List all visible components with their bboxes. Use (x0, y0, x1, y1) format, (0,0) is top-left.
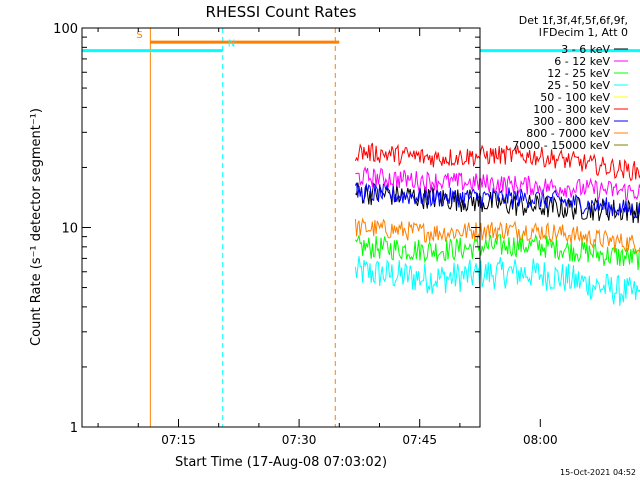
legend-entry-label: 12 - 25 keV (547, 67, 610, 80)
series-line-800-7000keV (354, 217, 640, 255)
legend-entry-label: 100 - 300 keV (533, 103, 610, 116)
legend-entry-label: 6 - 12 keV (554, 55, 610, 68)
state-bar-label-1: N (228, 39, 235, 50)
y-tick-label: 10 (61, 222, 78, 237)
y-tick-label: 100 (53, 22, 78, 37)
series-line-6-12keV (355, 166, 640, 202)
data-layer (354, 142, 640, 306)
legend-entry-label: 25 - 50 keV (547, 79, 610, 92)
y-axis-label: Count Rate (s⁻¹ detector segment⁻¹) (29, 108, 44, 346)
legend-entry-label: 50 - 100 keV (540, 91, 610, 104)
legend-entry-label: 800 - 7000 keV (526, 127, 610, 140)
legend: Det 1f,3f,4f,5f,6f,9f,FDecim 1, Att 0 3 -… (512, 14, 628, 152)
x-axis-label: Start Time (17-Aug-08 07:03:02) (175, 455, 387, 470)
timestamp: 15-Oct-2021 04:52 (560, 468, 636, 477)
x-tick-label: 07:45 (402, 433, 437, 447)
legend-entry-label: 300 - 800 keV (533, 115, 610, 128)
legend-entry-label: 3 - 6 keV (561, 43, 610, 56)
legend-header-0: Det 1f,3f,4f,5f,6f,9f, (519, 14, 628, 27)
legend-header-1: FDecim 1, Att 0 (543, 26, 628, 39)
state-bar-label-0: S (136, 30, 142, 41)
y-axis: 1 10 100 (53, 22, 480, 436)
x-tick-label: 07:30 (282, 433, 317, 447)
chart-title: RHESSI Count Rates (206, 3, 357, 21)
y-tick-label: 1 (70, 421, 78, 436)
series-line-300-800keV (354, 182, 640, 219)
x-tick-label: 08:00 (523, 433, 558, 447)
series-line-100-300keV (354, 142, 640, 182)
legend-entry-label: 7000 - 15000 keV (512, 139, 610, 152)
series-line-25-50keV (354, 256, 640, 306)
x-tick-label: 07:15 (161, 433, 196, 447)
